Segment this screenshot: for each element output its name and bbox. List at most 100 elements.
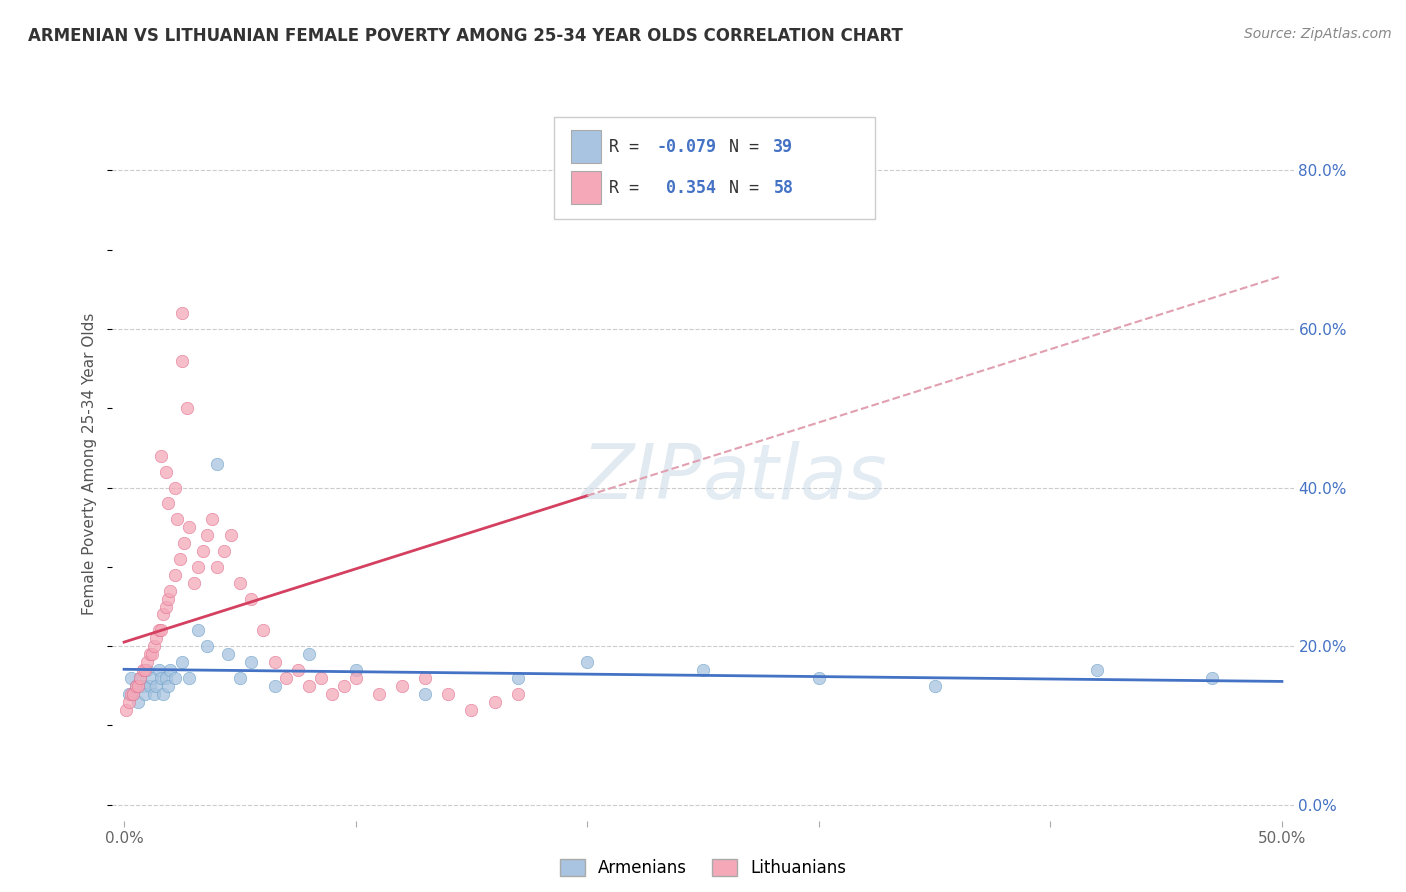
- Bar: [571, 130, 600, 163]
- Point: [143, 639, 166, 653]
- Text: N =: N =: [730, 178, 759, 197]
- Point: [173, 536, 195, 550]
- Point: [576, 655, 599, 669]
- Text: 39: 39: [773, 137, 793, 156]
- Point: [191, 544, 214, 558]
- Text: atlas: atlas: [703, 442, 887, 515]
- Point: [309, 671, 332, 685]
- Text: 0.354: 0.354: [657, 178, 716, 197]
- Point: [115, 703, 138, 717]
- Point: [134, 663, 156, 677]
- Point: [506, 687, 529, 701]
- Point: [152, 607, 174, 622]
- Point: [321, 687, 343, 701]
- Point: [170, 306, 193, 320]
- Point: [177, 520, 200, 534]
- Point: [413, 687, 436, 701]
- Point: [163, 671, 186, 685]
- Point: [131, 663, 153, 677]
- Point: [155, 599, 177, 614]
- Point: [127, 695, 149, 709]
- Legend: Armenians, Lithuanians: Armenians, Lithuanians: [553, 852, 853, 884]
- Point: [484, 695, 506, 709]
- Point: [240, 655, 263, 669]
- Text: N =: N =: [730, 137, 759, 156]
- Point: [252, 624, 274, 638]
- Point: [240, 591, 263, 606]
- Point: [136, 655, 159, 669]
- Point: [155, 671, 177, 685]
- Text: R =: R =: [609, 137, 640, 156]
- Text: ZIP: ZIP: [582, 442, 703, 515]
- Point: [150, 671, 173, 685]
- Point: [197, 639, 219, 653]
- Point: [276, 671, 298, 685]
- Point: [197, 528, 219, 542]
- Point: [134, 687, 156, 701]
- Point: [460, 703, 482, 717]
- Point: [163, 481, 186, 495]
- Point: [187, 624, 209, 638]
- Point: [170, 353, 193, 368]
- Point: [157, 496, 180, 510]
- Point: [129, 671, 152, 685]
- Point: [120, 687, 142, 701]
- Point: [1201, 671, 1223, 685]
- Point: [169, 552, 191, 566]
- Point: [1085, 663, 1108, 677]
- Y-axis label: Female Poverty Among 25-34 Year Olds: Female Poverty Among 25-34 Year Olds: [82, 313, 97, 615]
- Point: [166, 512, 188, 526]
- Point: [145, 679, 167, 693]
- Point: [344, 671, 367, 685]
- Point: [187, 560, 209, 574]
- Point: [159, 583, 181, 598]
- Point: [145, 632, 167, 646]
- Point: [148, 663, 170, 677]
- Point: [159, 663, 181, 677]
- Point: [157, 679, 180, 693]
- Point: [229, 575, 252, 590]
- Point: [205, 457, 228, 471]
- Point: [219, 528, 242, 542]
- Bar: [571, 171, 600, 204]
- Point: [157, 591, 180, 606]
- Point: [118, 695, 141, 709]
- Point: [143, 687, 166, 701]
- Point: [138, 647, 160, 661]
- Point: [344, 663, 367, 677]
- Point: [129, 671, 152, 685]
- Text: 58: 58: [773, 178, 793, 197]
- Point: [437, 687, 460, 701]
- Point: [333, 679, 356, 693]
- Point: [367, 687, 389, 701]
- Point: [217, 647, 239, 661]
- Point: [229, 671, 252, 685]
- Point: [141, 671, 163, 685]
- Text: ARMENIAN VS LITHUANIAN FEMALE POVERTY AMONG 25-34 YEAR OLDS CORRELATION CHART: ARMENIAN VS LITHUANIAN FEMALE POVERTY AM…: [28, 27, 903, 45]
- Point: [263, 679, 285, 693]
- Point: [150, 624, 173, 638]
- Point: [212, 544, 235, 558]
- Point: [155, 465, 177, 479]
- Point: [183, 575, 205, 590]
- Point: [138, 679, 160, 693]
- Point: [124, 679, 146, 693]
- Point: [692, 663, 714, 677]
- Point: [170, 655, 193, 669]
- Point: [141, 647, 163, 661]
- Point: [924, 679, 946, 693]
- Point: [152, 687, 174, 701]
- Point: [391, 679, 413, 693]
- Point: [298, 679, 321, 693]
- Point: [131, 679, 153, 693]
- Point: [122, 687, 145, 701]
- Point: [263, 655, 285, 669]
- Point: [150, 449, 173, 463]
- Point: [413, 671, 436, 685]
- Point: [807, 671, 830, 685]
- Text: R =: R =: [609, 178, 640, 197]
- Point: [287, 663, 309, 677]
- Point: [127, 679, 149, 693]
- Point: [176, 401, 198, 416]
- Point: [201, 512, 224, 526]
